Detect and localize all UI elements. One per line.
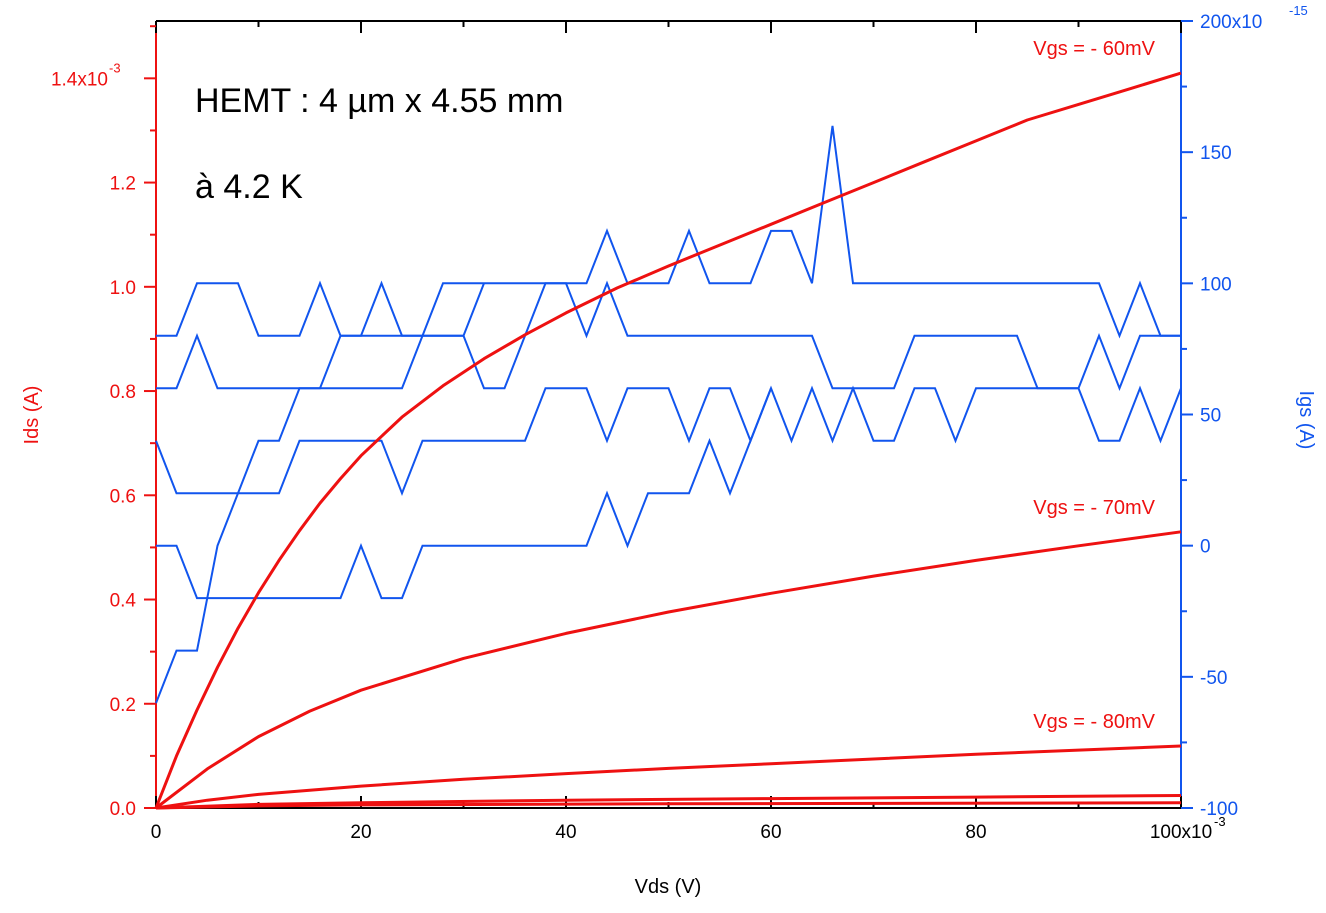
x-tick-label: 40 bbox=[555, 822, 576, 843]
y-axis-label-right: Igs (A) bbox=[1295, 391, 1317, 450]
ids-series-line-1 bbox=[154, 71, 1182, 809]
y-right-tick-label: -50 bbox=[1200, 668, 1227, 689]
y-left-tick-label: 1.0 bbox=[110, 278, 136, 299]
x-tick-label: 0 bbox=[151, 822, 162, 843]
y-right-tick-label: 200x10 bbox=[1200, 12, 1262, 33]
x-tick-label: 100x10 bbox=[1150, 822, 1212, 843]
y-left-tick-label: 0.4 bbox=[110, 591, 137, 612]
igs-series-line-2 bbox=[156, 280, 1181, 392]
igs-series-group bbox=[155, 125, 1182, 704]
y-right-tick-label: 0 bbox=[1200, 537, 1211, 558]
y-left-tick-label: 0.8 bbox=[110, 382, 136, 403]
y-left-tick-label: 1.2 bbox=[110, 174, 136, 195]
x-axis-label: Vds (V) bbox=[635, 876, 702, 898]
series-label: Vgs = - 60mV bbox=[1033, 38, 1155, 60]
ids-series-line-5 bbox=[155, 801, 1182, 810]
y-left-tick-label: 0.6 bbox=[110, 486, 136, 507]
labels: 0 20 40 60 80 100x10-30.00.20.40.60.81.01.21.… bbox=[51, 3, 1308, 843]
y-right-tick-label: 50 bbox=[1200, 406, 1221, 427]
ids-series-line-4 bbox=[155, 794, 1182, 810]
igs-series-line-4 bbox=[156, 387, 772, 600]
ids-series-line-2 bbox=[155, 530, 1182, 810]
y-axis-label-left: Ids (A) bbox=[21, 386, 43, 445]
series-label: Vgs = - 80mV bbox=[1033, 711, 1155, 733]
ids-series-line-3 bbox=[155, 744, 1182, 810]
igs-series-line-1 bbox=[156, 125, 1181, 339]
y-right-tick-exponent: -15 bbox=[1289, 3, 1308, 18]
y-left-tick-label: 0.0 bbox=[110, 799, 136, 820]
annotation-temperature: à 4.2 K bbox=[195, 168, 303, 206]
y-right-tick-label: -100 bbox=[1200, 799, 1238, 820]
y-left-tick-label: 1.4x10 bbox=[51, 69, 108, 90]
igs-series-line-3 bbox=[155, 385, 1182, 496]
series-label: Vgs = - 70mV bbox=[1033, 497, 1155, 519]
axes bbox=[144, 20, 1193, 809]
igs-series-line-5 bbox=[155, 282, 485, 704]
y-right-tick-label: 150 bbox=[1200, 143, 1232, 164]
x-tick-exponent: -3 bbox=[1214, 814, 1226, 829]
x-tick-label: 80 bbox=[965, 822, 986, 843]
ids-series-group bbox=[154, 71, 1182, 810]
x-tick-label: 20 bbox=[350, 822, 371, 843]
annotation-device: HEMT : 4 µm x 4.55 mm bbox=[195, 82, 563, 120]
y-left-tick-label: 0.2 bbox=[110, 695, 136, 716]
y-left-tick-exponent: -3 bbox=[109, 60, 121, 75]
x-tick-label: 60 bbox=[760, 822, 781, 843]
y-right-tick-label: 100 bbox=[1200, 274, 1232, 295]
